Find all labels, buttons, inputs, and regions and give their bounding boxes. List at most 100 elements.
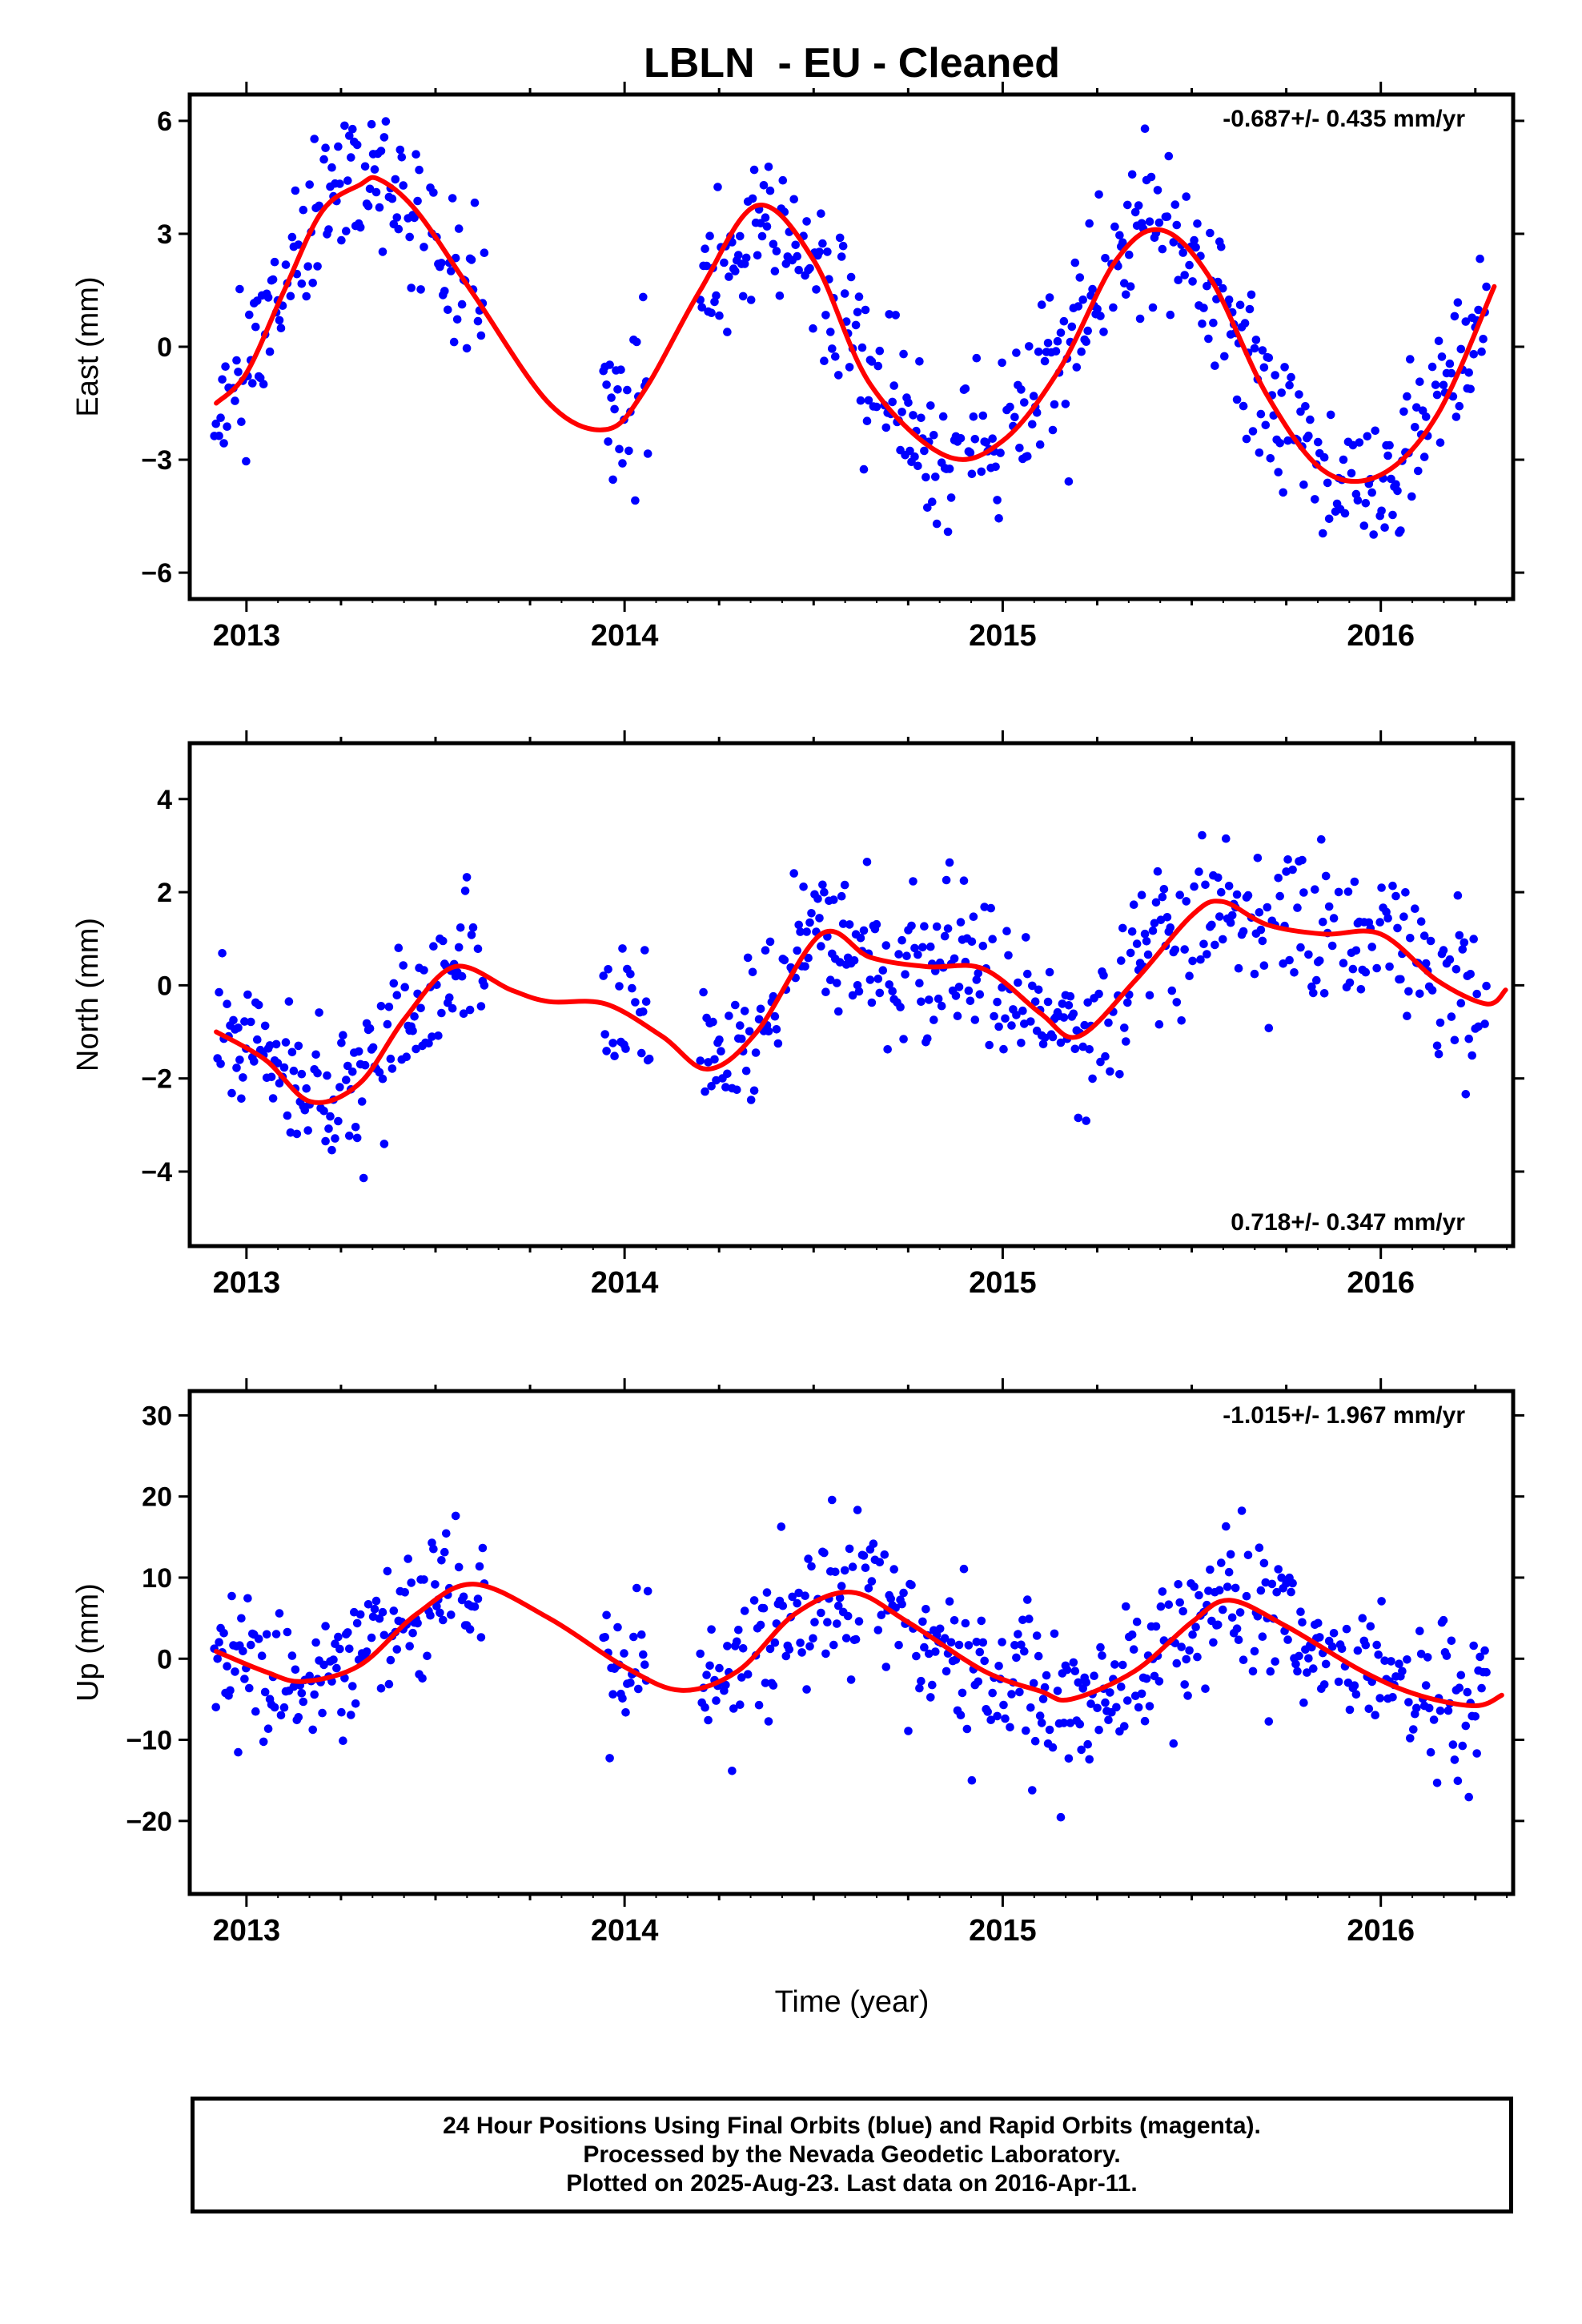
north-point bbox=[772, 1025, 781, 1034]
north-point bbox=[1480, 1019, 1489, 1028]
north-point bbox=[1385, 962, 1394, 971]
north-point bbox=[315, 1008, 323, 1017]
footer-line-3: Plotted on 2025-Aug-23. Last data on 201… bbox=[566, 2170, 1138, 2197]
up-point bbox=[1025, 1614, 1034, 1623]
up-point bbox=[1048, 1743, 1058, 1752]
up-point bbox=[1064, 1754, 1074, 1763]
up-point bbox=[1366, 1622, 1375, 1631]
east-point bbox=[291, 186, 300, 195]
up-point bbox=[1195, 1590, 1203, 1600]
north-point bbox=[434, 1031, 443, 1040]
east-point bbox=[835, 233, 845, 243]
north-point bbox=[873, 975, 883, 983]
up-point bbox=[793, 1598, 801, 1608]
north-point bbox=[1274, 874, 1283, 883]
x-tick-label: 2016 bbox=[1347, 1914, 1415, 1948]
north-point bbox=[342, 1076, 351, 1084]
north-point bbox=[867, 998, 877, 1007]
east-point bbox=[1190, 235, 1199, 245]
up-point bbox=[1086, 1699, 1095, 1708]
north-point bbox=[1290, 968, 1299, 977]
north-point bbox=[801, 962, 809, 971]
east-point bbox=[996, 448, 1005, 457]
north-model-fit-line bbox=[214, 899, 1508, 1105]
up-point bbox=[219, 1629, 228, 1638]
east-point bbox=[215, 432, 223, 440]
north-point bbox=[725, 1011, 733, 1020]
east-point bbox=[977, 467, 986, 476]
up-point bbox=[1283, 1635, 1292, 1644]
east-point bbox=[308, 279, 318, 287]
north-point bbox=[334, 1116, 343, 1126]
north-point bbox=[1048, 1032, 1058, 1042]
up-point bbox=[262, 1630, 271, 1639]
up-point bbox=[1180, 1680, 1189, 1689]
up-point bbox=[1259, 1558, 1269, 1568]
up-point bbox=[1232, 1624, 1242, 1633]
east-point bbox=[910, 452, 919, 461]
east-point bbox=[904, 398, 913, 408]
north-point bbox=[1450, 1035, 1460, 1045]
east-point bbox=[643, 449, 652, 458]
east-point bbox=[972, 353, 982, 363]
north-point bbox=[917, 997, 926, 1007]
east-point bbox=[928, 497, 937, 506]
up-point bbox=[1193, 1652, 1202, 1662]
up-point bbox=[1476, 1652, 1484, 1662]
north-point bbox=[412, 1044, 420, 1054]
north-point bbox=[227, 1088, 236, 1098]
up-point bbox=[1319, 1680, 1329, 1689]
up-point bbox=[945, 1597, 954, 1606]
north-point bbox=[1064, 1001, 1074, 1010]
north-point bbox=[745, 1027, 754, 1036]
up-point bbox=[762, 1588, 772, 1597]
north-point bbox=[1123, 998, 1132, 1007]
north-point bbox=[1482, 981, 1491, 991]
up-point bbox=[1358, 1614, 1367, 1622]
north-point bbox=[910, 943, 919, 953]
up-point bbox=[1156, 1602, 1166, 1611]
east-point bbox=[355, 223, 365, 232]
east-point bbox=[1283, 436, 1292, 445]
up-point bbox=[1098, 1651, 1106, 1660]
north-point bbox=[303, 1126, 313, 1135]
east-point bbox=[1240, 319, 1250, 328]
east-point bbox=[756, 219, 765, 228]
north-point bbox=[881, 941, 891, 950]
up-point bbox=[1112, 1703, 1121, 1712]
east-point bbox=[994, 514, 1003, 523]
east-point bbox=[218, 375, 227, 384]
north-point bbox=[721, 1083, 730, 1092]
up-point bbox=[805, 1642, 814, 1651]
north-point bbox=[815, 914, 824, 923]
up-point bbox=[1448, 1740, 1458, 1749]
east-point bbox=[969, 412, 978, 421]
up-point bbox=[389, 1606, 399, 1615]
up-point bbox=[1350, 1681, 1359, 1690]
up-point bbox=[1321, 1659, 1331, 1669]
up-point bbox=[263, 1724, 273, 1733]
up-point bbox=[1398, 1667, 1407, 1676]
north-point bbox=[820, 887, 829, 897]
up-point bbox=[1412, 1703, 1421, 1713]
north-point bbox=[709, 1017, 717, 1027]
east-point bbox=[1256, 409, 1266, 419]
up-point bbox=[1248, 1667, 1258, 1676]
up-point bbox=[1074, 1678, 1083, 1687]
east-point bbox=[881, 423, 891, 432]
north-point bbox=[331, 1134, 339, 1143]
east-point bbox=[1421, 412, 1431, 421]
east-point bbox=[319, 155, 328, 164]
north-point bbox=[1022, 933, 1030, 942]
east-point bbox=[1166, 310, 1175, 320]
up-point bbox=[245, 1683, 254, 1693]
east-point bbox=[932, 519, 942, 529]
north-point bbox=[859, 926, 869, 935]
east-point bbox=[1025, 342, 1034, 351]
north-point bbox=[229, 1015, 238, 1025]
up-point bbox=[239, 1647, 247, 1656]
east-point bbox=[982, 438, 990, 447]
north-point bbox=[1170, 945, 1180, 955]
east-point bbox=[462, 344, 472, 353]
up-point bbox=[723, 1642, 732, 1651]
